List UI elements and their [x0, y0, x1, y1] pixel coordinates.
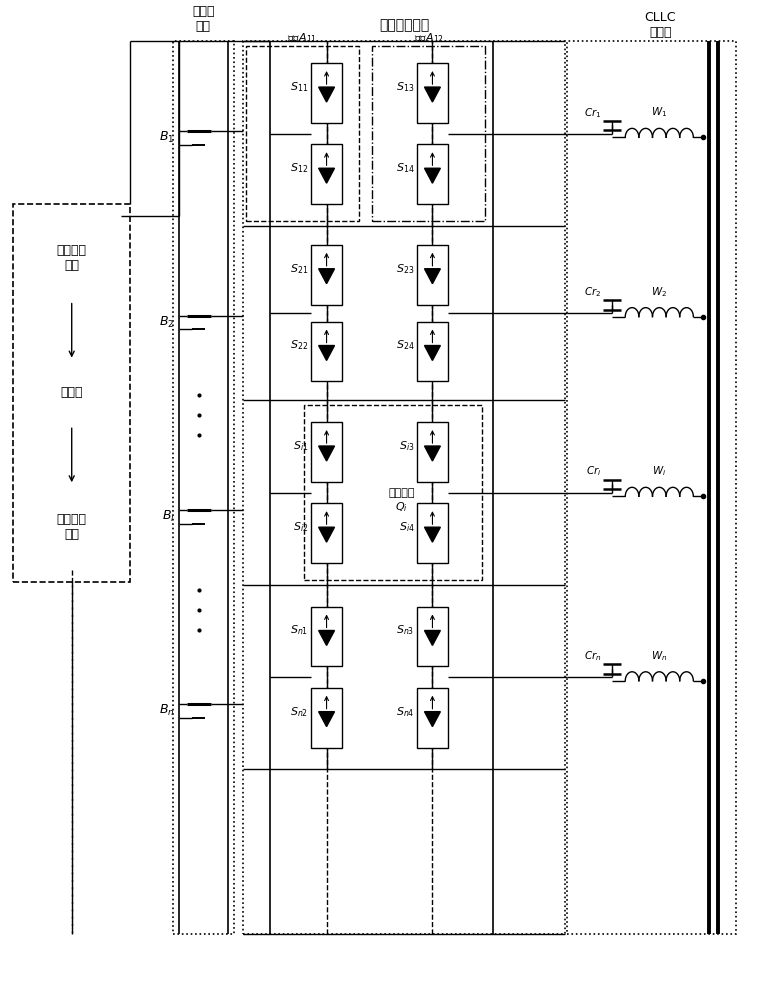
Text: 开关驱动
电路: 开关驱动 电路	[57, 513, 87, 541]
Text: $W_n$: $W_n$	[651, 649, 667, 663]
Text: $S_{n1}$: $S_{n1}$	[290, 624, 308, 637]
Text: $S_{13}$: $S_{13}$	[396, 80, 414, 94]
Text: $S_{24}$: $S_{24}$	[395, 339, 414, 352]
Text: $B_n$: $B_n$	[159, 703, 175, 718]
Polygon shape	[424, 712, 440, 727]
Bar	[311, 422, 342, 482]
Text: $W_i$: $W_i$	[652, 465, 666, 478]
Bar	[23, 485, 121, 570]
Text: $B_i$: $B_i$	[162, 509, 175, 524]
Text: $S_{23}$: $S_{23}$	[396, 262, 414, 276]
Bar	[417, 245, 448, 305]
Bar	[567, 41, 736, 934]
Text: 桥臂$A_{12}$: 桥臂$A_{12}$	[414, 32, 444, 45]
Text: $S_{i4}$: $S_{i4}$	[398, 520, 414, 534]
Polygon shape	[424, 346, 440, 360]
Polygon shape	[424, 527, 440, 542]
Polygon shape	[319, 269, 335, 284]
Text: 电压采样
电路: 电压采样 电路	[57, 244, 87, 272]
Bar	[311, 322, 342, 381]
Polygon shape	[319, 87, 335, 102]
Bar	[23, 360, 121, 425]
Bar	[173, 41, 234, 934]
Bar	[23, 216, 121, 301]
Bar	[417, 607, 448, 666]
Bar	[417, 688, 448, 748]
Bar	[372, 46, 485, 221]
Polygon shape	[319, 527, 335, 542]
Text: $S_{i2}$: $S_{i2}$	[293, 520, 308, 534]
Bar	[417, 422, 448, 482]
Polygon shape	[424, 168, 440, 183]
Polygon shape	[319, 168, 335, 183]
Text: $S_{22}$: $S_{22}$	[290, 339, 308, 352]
Bar	[304, 405, 482, 580]
Text: $B_2$: $B_2$	[159, 314, 175, 330]
Polygon shape	[319, 446, 335, 461]
Bar	[417, 322, 448, 381]
Text: 桥式开关
$Q_i$: 桥式开关 $Q_i$	[389, 488, 415, 514]
Text: $W_2$: $W_2$	[651, 285, 667, 299]
Text: 控制器: 控制器	[61, 386, 83, 399]
Text: $S_{i1}$: $S_{i1}$	[293, 439, 308, 453]
Text: $Cr_2$: $Cr_2$	[584, 285, 602, 299]
Text: $S_{n2}$: $S_{n2}$	[290, 705, 308, 719]
Bar	[417, 144, 448, 204]
Bar	[311, 144, 342, 204]
Bar	[311, 245, 342, 305]
Text: $Cr_n$: $Cr_n$	[584, 649, 602, 663]
Text: $Cr_1$: $Cr_1$	[584, 106, 602, 120]
Polygon shape	[319, 630, 335, 645]
Text: $Cr_i$: $Cr_i$	[587, 465, 602, 478]
Bar	[311, 63, 342, 123]
Text: $S_{11}$: $S_{11}$	[290, 80, 308, 94]
Text: $B_1$: $B_1$	[159, 130, 175, 145]
Text: CLLC
变换器: CLLC 变换器	[644, 11, 676, 39]
Text: 桥臂$A_{11}$: 桥臂$A_{11}$	[287, 32, 317, 45]
Bar	[14, 204, 130, 582]
Text: 串联电
池组: 串联电 池组	[192, 5, 215, 33]
Text: 全桥开关网络: 全桥开关网络	[379, 18, 429, 32]
Bar	[417, 503, 448, 563]
Bar	[311, 607, 342, 666]
Text: $S_{n4}$: $S_{n4}$	[395, 705, 414, 719]
Bar	[246, 46, 359, 221]
Polygon shape	[424, 269, 440, 284]
Text: $S_{12}$: $S_{12}$	[290, 161, 308, 175]
Bar	[244, 41, 565, 934]
Polygon shape	[319, 346, 335, 360]
Polygon shape	[319, 712, 335, 727]
Text: $S_{n3}$: $S_{n3}$	[396, 624, 414, 637]
Bar	[417, 63, 448, 123]
Text: $S_{i3}$: $S_{i3}$	[398, 439, 414, 453]
Text: $W_1$: $W_1$	[651, 106, 667, 119]
Text: $S_{14}$: $S_{14}$	[395, 161, 414, 175]
Bar	[311, 503, 342, 563]
Polygon shape	[424, 87, 440, 102]
Text: $S_{21}$: $S_{21}$	[290, 262, 308, 276]
Polygon shape	[424, 446, 440, 461]
Bar	[311, 688, 342, 748]
Polygon shape	[424, 630, 440, 645]
